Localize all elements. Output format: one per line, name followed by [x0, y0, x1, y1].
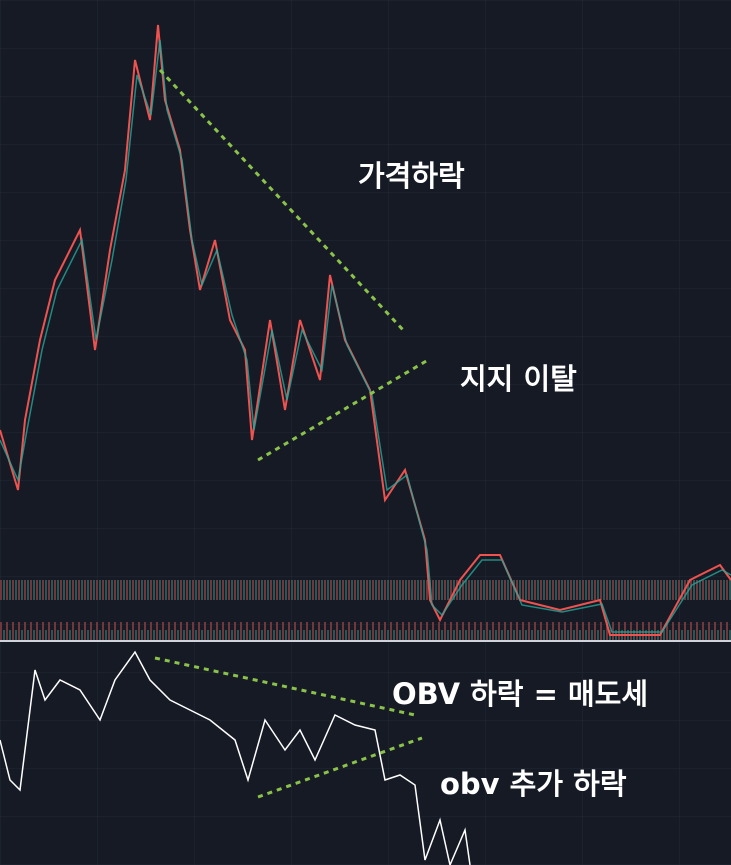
volume-bars	[0, 580, 731, 640]
support-trendline	[257, 358, 429, 462]
annotation: OBV 하락 = 매도세	[392, 677, 648, 711]
obv-line	[0, 650, 471, 865]
annotation: 가격하락	[358, 159, 465, 193]
obv-upper-trendline	[154, 656, 416, 717]
annotation: obv 추가 하락	[440, 767, 627, 801]
price-line-up	[0, 39, 731, 633]
annotation: 지지 이탈	[460, 362, 577, 396]
